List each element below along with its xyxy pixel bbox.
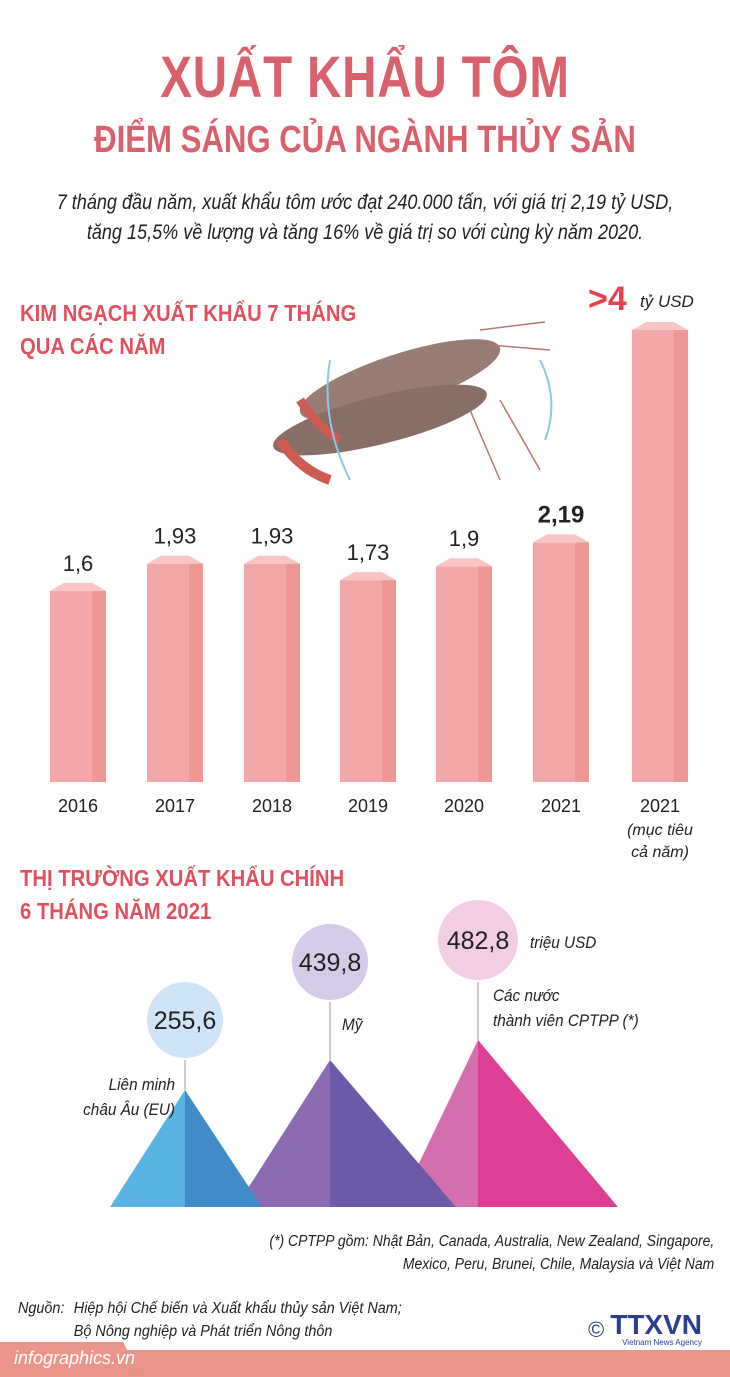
market-label-line: châu Âu (EU) <box>83 1100 175 1119</box>
page-subtitle: ĐIỂM SÁNG CỦA NGÀNH THỦY SẢN <box>94 119 636 161</box>
market-label-eu: Liên minh châu Âu (EU) <box>72 1072 175 1122</box>
footer-site[interactable]: infographics.vn <box>14 1348 136 1368</box>
data-label: 1,73 <box>347 540 390 565</box>
bar-top <box>340 572 396 581</box>
market-title: THỊ TRƯỜNG XUẤT KHẨU CHÍNH 6 THÁNG NĂM 2… <box>20 862 344 928</box>
logo-tagline: Vietnam News Agency <box>622 1338 702 1347</box>
bar-side <box>286 563 300 782</box>
copyright-icon: © <box>588 1317 605 1342</box>
category-label: 2021 <box>541 796 581 816</box>
market-unit: triệu USD <box>530 933 597 952</box>
source-text: Hiệp hội Chế biến và Xuất khẩu thủy sản … <box>74 1297 402 1343</box>
bar-side <box>478 566 492 782</box>
footnote-line: (*) CPTPP gồm: Nhật Bản, Canada, Austral… <box>269 1233 714 1250</box>
bar-side <box>674 330 688 782</box>
market-label-cptpp: Các nước thành viên CPTPP (*) <box>493 983 639 1033</box>
bar-top <box>50 582 106 591</box>
bar-top <box>147 555 203 564</box>
bar-side <box>189 563 203 782</box>
footnote-line: Mexico, Peru, Brunei, Chile, Malaysia và… <box>402 1256 714 1273</box>
bar-top <box>436 558 492 567</box>
category-label: 2018 <box>252 796 292 816</box>
data-label: 2,19 <box>538 501 585 528</box>
intro-text: 7 tháng đầu năm, xuất khẩu tôm ước đạt 2… <box>0 188 730 248</box>
data-label: 1,9 <box>449 526 480 551</box>
category-label: 2017 <box>155 796 195 816</box>
intro-line: tăng 15,5% về lượng và tăng 16% về giá t… <box>86 221 644 244</box>
source-label: Nguồn: <box>18 1300 65 1317</box>
market-value: 255,6 <box>154 1007 217 1035</box>
data-label: 1,93 <box>154 524 197 549</box>
market-label-line: Liên minh <box>108 1075 175 1094</box>
source-line: Bộ Nông nghiệp và Phát triển Nông thôn <box>73 1323 333 1340</box>
source-line: Hiệp hội Chế biến và Xuất khẩu thủy sản … <box>73 1300 402 1317</box>
data-label: >4 <box>588 280 627 318</box>
data-label: 1,6 <box>63 551 94 576</box>
bar-side <box>575 542 589 782</box>
market-label-line: thành viên CPTPP (*) <box>493 1011 639 1030</box>
pyramid-right <box>478 1040 618 1207</box>
market-value: 482,8 <box>447 927 510 955</box>
market-value: 439,8 <box>299 949 362 977</box>
category-note: cả năm) <box>631 844 689 861</box>
value-bubble <box>292 924 368 1000</box>
ttxvn-logo: © TTXVN Vietnam News Agency <box>588 1309 702 1348</box>
bar-chart-title: KIM NGẠCH XUẤT KHẨU 7 THÁNG QUA CÁC NĂM <box>20 297 356 363</box>
bar-side <box>92 590 106 782</box>
category-label: 2020 <box>444 796 484 816</box>
category-note: (mục tiêu <box>627 822 693 839</box>
intro-line: 7 tháng đầu năm, xuất khẩu tôm ước đạt 2… <box>56 191 674 214</box>
bar-chart: 1,6 2016 1,93 2017 1,93 2018 1,73 2019 1,9 2020 2,… <box>50 280 694 861</box>
category-label: 2019 <box>348 796 388 816</box>
logo-text: TTXVN <box>610 1309 702 1340</box>
bar-top <box>533 534 589 543</box>
bar-chart-title-line: KIM NGẠCH XUẤT KHẨU 7 THÁNG <box>20 300 357 326</box>
category-label: 2021 <box>640 796 680 816</box>
pyramid-right <box>330 1060 456 1207</box>
market-label-us: Mỹ <box>342 1015 363 1034</box>
market-title-line: THỊ TRƯỜNG XUẤT KHẨU CHÍNH <box>20 865 345 891</box>
shrimp-illustration <box>273 321 553 485</box>
footer-tab <box>0 1342 140 1377</box>
pyramid-left <box>110 1090 185 1207</box>
pyramid-left <box>236 1060 330 1207</box>
category-label: 2016 <box>58 796 98 816</box>
market-label-line: Các nước <box>493 986 560 1005</box>
value-bubble <box>147 982 223 1058</box>
bar-chart-title-line: QUA CÁC NĂM <box>20 333 166 359</box>
bar-top <box>632 322 688 330</box>
data-label: 1,93 <box>251 524 294 549</box>
pyramid-right <box>185 1090 262 1207</box>
bar-top <box>244 555 300 564</box>
market-title-line: 6 THÁNG NĂM 2021 <box>20 898 212 924</box>
value-bubble <box>438 900 518 980</box>
footnote: (*) CPTPP gồm: Nhật Bản, Canada, Austral… <box>269 1230 714 1276</box>
bar-side <box>382 580 396 782</box>
source: Nguồn: Hiệp hội Chế biến và Xuất khẩu th… <box>18 1297 402 1343</box>
unit-label: tỷ USD <box>640 292 694 311</box>
page-title: XUẤT KHẨU TÔM <box>160 45 570 110</box>
